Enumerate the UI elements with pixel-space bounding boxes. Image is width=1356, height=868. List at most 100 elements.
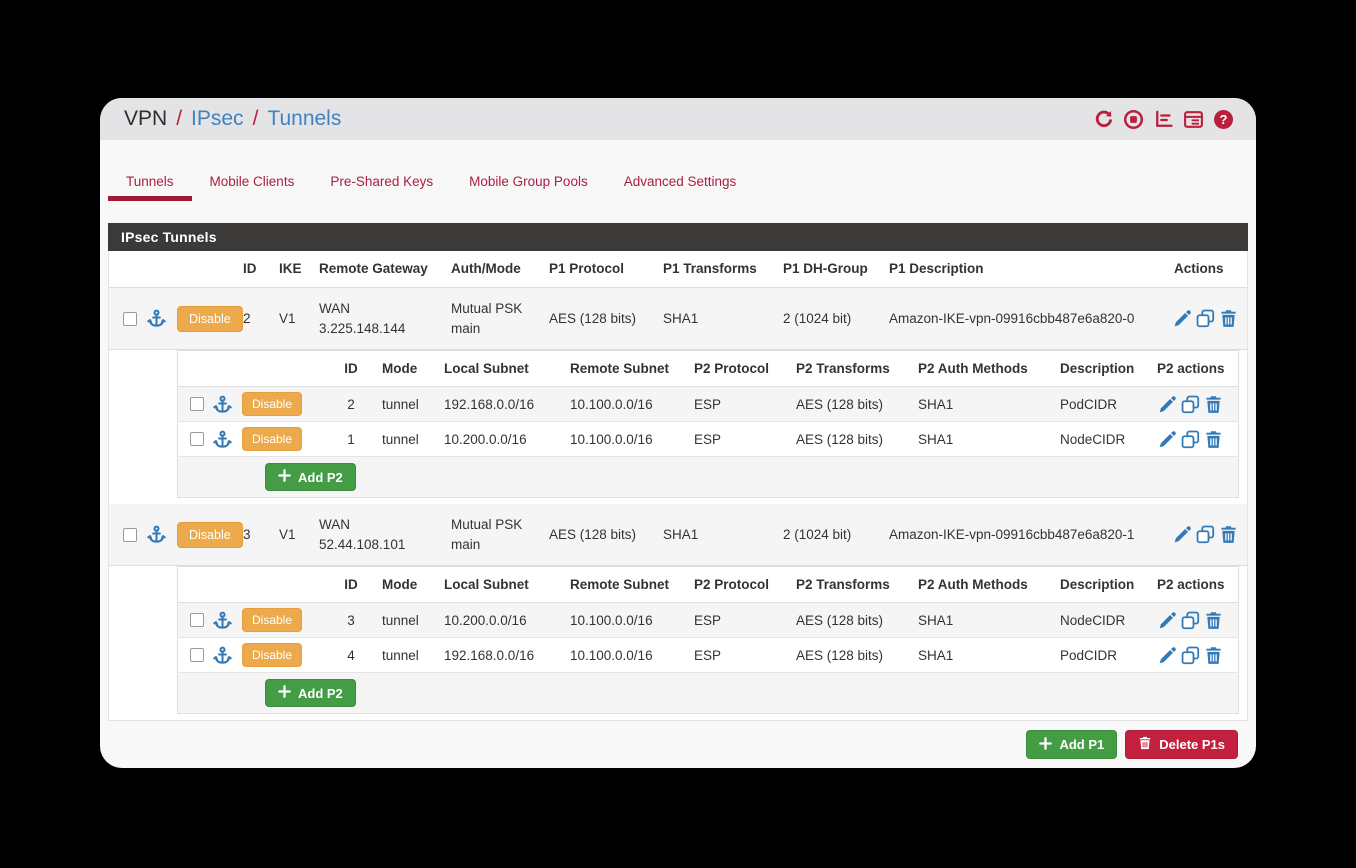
p1-remote-gateway: WAN 3.225.148.144 [319,300,406,336]
p2-select-checkbox[interactable] [190,432,204,446]
anchor-icon[interactable] [213,611,232,630]
p1-disable-button[interactable]: Disable [177,521,243,548]
col-p1-description: P1 Description [889,261,984,276]
p2-disable-button[interactable]: Disable [242,608,303,632]
tab-pre-shared-keys[interactable]: Pre-Shared Keys [330,174,434,189]
p1-protocol: AES (128 bits) [549,526,637,542]
col-p2-protocol: P2 Protocol [694,577,770,592]
col-p2-description: Description [1060,361,1135,376]
col-local-subnet: Local Subnet [444,577,529,592]
col-p1-dh-group: P1 DH-Group [783,261,868,276]
delete-p1s-button[interactable]: Delete P1s [1125,730,1238,759]
p2-protocol: ESP [694,396,722,412]
p1-ike: V1 [279,310,296,326]
delete-icon[interactable] [1204,611,1223,630]
p1-description: Amazon-IKE-vpn-09916cbb487e6a820-1 [889,526,1135,542]
log-icon[interactable] [1153,109,1174,130]
delete-icon[interactable] [1204,395,1223,414]
edit-icon[interactable] [1158,430,1177,449]
p1-auth-mode: Mutual PSK main [451,516,523,552]
col-p2-auth-methods: P2 Auth Methods [918,361,1028,376]
p2-subtable-wrap: ID Mode Local Subnet Remote Subnet P2 Pr… [109,566,1247,720]
p2-select-checkbox[interactable] [190,397,204,411]
col-auth-mode: Auth/Mode [451,261,521,276]
p2-row: Disable 2 tunnel 192.168.0.0/16 10.100.0… [178,387,1238,422]
refresh-icon[interactable] [1093,109,1114,130]
p2-select-checkbox[interactable] [190,613,204,627]
p2-description: PodCIDR [1060,647,1118,663]
copy-icon[interactable] [1181,646,1200,665]
p2-select-checkbox[interactable] [190,648,204,662]
trash-icon [1138,736,1152,753]
p2-mode: tunnel [382,647,419,663]
p2-id: 4 [347,647,355,663]
copy-icon[interactable] [1196,525,1215,544]
tab-advanced-settings[interactable]: Advanced Settings [623,174,737,189]
col-p1-protocol: P1 Protocol [549,261,625,276]
col-remote-subnet: Remote Subnet [570,361,670,376]
p2-table: ID Mode Local Subnet Remote Subnet P2 Pr… [177,350,1239,498]
p2-table-header: ID Mode Local Subnet Remote Subnet P2 Pr… [178,351,1238,387]
edit-icon[interactable] [1173,525,1192,544]
copy-icon[interactable] [1181,430,1200,449]
panel-title: IPsec Tunnels [108,223,1248,251]
p2-mode: tunnel [382,396,419,412]
add-p1-button[interactable]: Add P1 [1026,730,1118,759]
p2-row: Disable 3 tunnel 10.200.0.0/16 10.100.0.… [178,603,1238,638]
anchor-icon[interactable] [213,430,232,449]
topbar-icons: ? [1093,109,1234,130]
page-card: VPN / IPsec / Tunnels ? Tunnels [100,98,1256,768]
p2-row: Disable 4 tunnel 192.168.0.0/16 10.100.0… [178,638,1238,673]
copy-icon[interactable] [1196,309,1215,328]
help-icon[interactable]: ? [1213,109,1234,130]
edit-icon[interactable] [1158,395,1177,414]
p1-dh-group: 2 (1024 bit) [783,310,852,326]
anchor-icon[interactable] [147,309,166,328]
p2-auth-methods: SHA1 [918,612,954,628]
add-p2-button[interactable]: Add P2 [265,679,356,707]
p2-transforms: AES (128 bits) [796,431,884,447]
col-remote-gateway: Remote Gateway [319,261,428,276]
breadcrumb-link-ipsec[interactable]: IPsec [191,107,244,130]
breadcrumb-link-tunnels[interactable]: Tunnels [267,107,342,130]
p2-local-subnet: 192.168.0.0/16 [444,396,535,412]
stop-icon[interactable] [1123,109,1144,130]
plus-icon [278,685,291,701]
p1-description: Amazon-IKE-vpn-09916cbb487e6a820-0 [889,310,1135,326]
table-icon[interactable] [1183,109,1204,130]
anchor-icon[interactable] [213,395,232,414]
p2-table-footer: Add P2 [178,457,1238,497]
p2-transforms: AES (128 bits) [796,396,884,412]
p2-disable-button[interactable]: Disable [242,392,303,416]
p1-select-checkbox[interactable] [123,311,137,326]
p2-disable-button[interactable]: Disable [242,643,303,667]
p2-local-subnet: 192.168.0.0/16 [444,647,535,663]
p1-disable-button[interactable]: Disable [177,305,243,332]
p2-auth-methods: SHA1 [918,431,954,447]
tab-mobile-clients[interactable]: Mobile Clients [209,174,295,189]
copy-icon[interactable] [1181,395,1200,414]
copy-icon[interactable] [1181,611,1200,630]
p2-disable-button[interactable]: Disable [242,427,303,451]
p2-mode: tunnel [382,431,419,447]
tunnels-table: ID IKE Remote Gateway Auth/Mode P1 Proto… [108,251,1248,721]
tab-tunnels[interactable]: Tunnels [108,166,192,201]
tab-mobile-group-pools[interactable]: Mobile Group Pools [469,174,588,189]
delete-icon[interactable] [1219,309,1238,328]
p2-remote-subnet: 10.100.0.0/16 [570,612,653,628]
p1-select-checkbox[interactable] [123,527,137,542]
p2-protocol: ESP [694,647,722,663]
delete-icon[interactable] [1219,525,1238,544]
add-p2-button[interactable]: Add P2 [265,463,356,491]
tab-bar: Tunnels Mobile Clients Pre-Shared Keys M… [100,166,1256,201]
p2-remote-subnet: 10.100.0.0/16 [570,431,653,447]
delete-icon[interactable] [1204,646,1223,665]
anchor-icon[interactable] [213,646,232,665]
p2-table-header: ID Mode Local Subnet Remote Subnet P2 Pr… [178,567,1238,603]
delete-icon[interactable] [1204,430,1223,449]
p2-protocol: ESP [694,431,722,447]
edit-icon[interactable] [1173,309,1192,328]
edit-icon[interactable] [1158,646,1177,665]
anchor-icon[interactable] [147,525,166,544]
edit-icon[interactable] [1158,611,1177,630]
